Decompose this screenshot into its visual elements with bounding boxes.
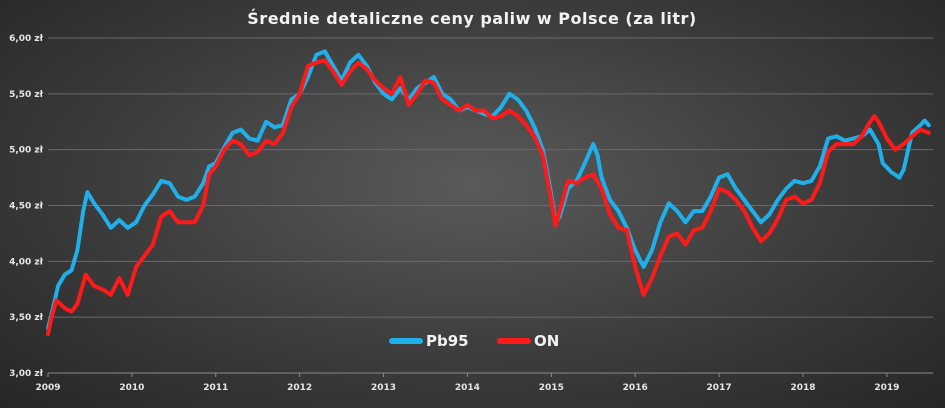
legend-label-on: ON (534, 332, 559, 350)
x-tick-label: 2013 (371, 383, 396, 393)
y-tick-label: 3,50 zł (9, 313, 44, 323)
y-tick-label: 5,00 zł (9, 146, 44, 156)
grid (48, 37, 933, 374)
x-tick-label: 2017 (707, 383, 732, 393)
series-line-on (46, 58, 931, 336)
y-tick-label: 4,00 zł (9, 257, 44, 267)
y-tick-label: 4,50 zł (9, 202, 44, 212)
x-tick-label: 2019 (874, 383, 899, 393)
chart-title: Średnie detaliczne ceny paliw w Polsce (… (247, 9, 696, 28)
x-tick-label: 2016 (623, 383, 648, 393)
x-tick-label: 2015 (539, 383, 564, 393)
legend-label-pb95: Pb95 (426, 332, 469, 350)
x-tick-label: 2011 (203, 383, 228, 393)
y-tick-label: 6,00 zł (9, 34, 44, 44)
axes: 3,00 zł 3,50 zł 4,00 zł 4,50 zł 5,00 zł 5,50 … (9, 34, 899, 393)
x-tick-label: 2010 (119, 383, 144, 393)
x-tick-label: 2009 (35, 383, 60, 393)
y-tick-label: 5,50 zł (9, 90, 44, 100)
x-tick-label: 2014 (455, 383, 480, 393)
series-line-pb95 (46, 49, 931, 331)
series-lines (46, 49, 931, 336)
legend: Pb95 ON (389, 332, 559, 350)
y-tick-label: 3,00 zł (9, 369, 44, 379)
x-tick-label: 2018 (790, 383, 815, 393)
x-tick-label: 2012 (287, 383, 312, 393)
